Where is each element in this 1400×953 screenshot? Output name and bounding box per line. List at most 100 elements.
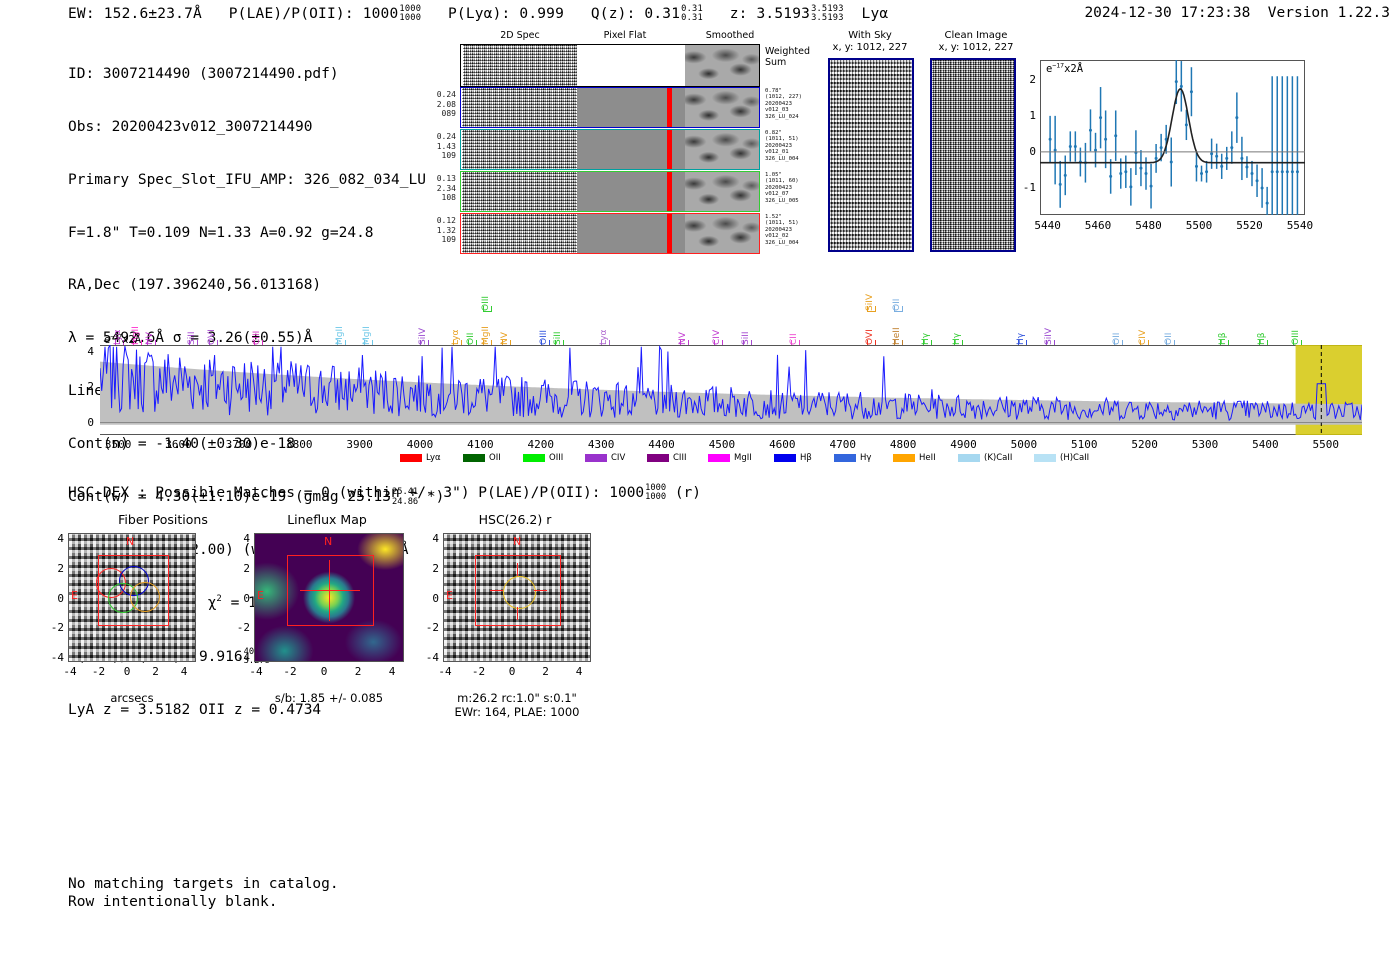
full-spectrum-plot: Lyα MgII NV SiII OVI CIII MgII MgII SiIV Lyα OII Mg… xyxy=(87,290,1365,465)
legend-item: CIV xyxy=(585,453,625,463)
panel-x-tick: -2 xyxy=(471,665,486,678)
fiber-row-0-left-labels: 0.24 2.08 089 xyxy=(436,90,456,118)
tick-label: 4300 xyxy=(587,438,615,451)
fiber-row-2-left-labels: 0.13 2.34 108 xyxy=(436,174,456,202)
tick-label: 4000 xyxy=(406,438,434,451)
legend-item: Lyα xyxy=(400,453,441,463)
tick-label: 2 xyxy=(87,380,94,394)
tick-label: 5460 xyxy=(1084,219,1112,232)
tick-label: 3600 xyxy=(165,438,192,451)
legend-swatch xyxy=(834,454,856,462)
fit-axes xyxy=(1040,60,1305,215)
panel-y-tick: 2 xyxy=(243,561,250,575)
panel-fiber-positions[interactable]: N E xyxy=(68,533,196,662)
tick-label: 5300 xyxy=(1191,438,1219,451)
panel-hsc-caption: m:26.2 rc:1.0" s:0.1" EWr: 164, PLAE: 10… xyxy=(454,691,580,719)
legend-swatch xyxy=(400,454,422,462)
row3-smoothed xyxy=(685,214,759,253)
row1-trace-marker xyxy=(667,130,672,169)
row2-trace-marker xyxy=(667,172,672,211)
panel-y-tick: -4 xyxy=(50,651,64,664)
panel-y-tick: 2 xyxy=(432,561,439,575)
legend-item: MgII xyxy=(708,453,752,463)
tick-label: 4 xyxy=(87,345,94,359)
legend-swatch xyxy=(463,454,485,462)
fiber-circle-orange[interactable] xyxy=(130,582,160,612)
panel-x-tick: 0 xyxy=(123,665,131,678)
panel-hsc-image[interactable]: N E xyxy=(443,533,591,662)
meta-id: ID: 3007214490 (3007214490.pdf) xyxy=(68,66,339,83)
tick-label: 4600 xyxy=(769,438,796,451)
version: Version 1.22.3 xyxy=(1267,5,1390,21)
tick-label: 5480 xyxy=(1135,219,1162,232)
panel-y-tick: 2 xyxy=(57,561,64,575)
panel-y-tick: -2 xyxy=(50,621,64,635)
tick-label: 3700 xyxy=(225,438,253,451)
meta-primary-spec: Primary Spec_Slot_IFU_AMP: 326_082_034_L… xyxy=(68,171,426,188)
panel-y-tick: 4 xyxy=(243,532,250,545)
ws-pixelflat-image xyxy=(577,45,685,86)
ws-2dspec-image xyxy=(463,45,577,86)
row1-smoothed xyxy=(685,130,759,169)
legend-swatch xyxy=(647,454,669,462)
legend-swatch xyxy=(1034,454,1056,462)
fiber-row-1-right-labels: 0.82" (1011, 51) 20200423 v012_01 326_LU_0… xyxy=(765,130,799,162)
hsc-crosshair-bottom xyxy=(517,607,519,620)
hsc-ifu-box xyxy=(475,555,561,626)
compass-east-label-3: E xyxy=(446,589,453,602)
hsc-crosshair-right xyxy=(534,590,547,592)
tick-label: 5440 xyxy=(1034,219,1061,232)
compass-north-label-2: N xyxy=(324,535,333,548)
meta-conditions: F=1.8" T=0.109 N=1.33 A=0.92 g=24.8 xyxy=(68,224,374,241)
spectrum-unit-label: e−17x2Å xyxy=(104,332,142,346)
legend-swatch xyxy=(958,454,980,462)
header-plae-label: P(LAE)/P(OII): 1000 xyxy=(228,6,399,23)
panel-x-tick: 2 xyxy=(152,665,159,678)
panel-x-tick: 0 xyxy=(508,665,516,678)
tick-label: 5500 xyxy=(1312,438,1340,451)
hscdex-frac: 1000 1000 xyxy=(645,483,667,503)
fiber-row-1[interactable] xyxy=(460,129,760,170)
legend-item: (K)CaII xyxy=(958,453,1012,463)
lineflux-crosshair-h xyxy=(300,590,360,592)
panel-x-tick: 2 xyxy=(542,665,549,678)
ws-smoothed-image xyxy=(685,45,759,86)
cutout-withsky-image xyxy=(828,58,914,252)
compass-north-label: N xyxy=(126,535,135,548)
tick-label: 4900 xyxy=(950,438,977,451)
hsc-aperture-circle[interactable] xyxy=(503,576,536,609)
header-z-frac: 3.5193 3.5193 xyxy=(811,4,844,24)
panel-y-tick: 0 xyxy=(57,591,64,605)
legend-label: Hβ xyxy=(800,453,812,463)
legend-label: CIV xyxy=(611,453,626,463)
row0-2dspec xyxy=(462,88,577,127)
legend-item: (H)CaII xyxy=(1034,453,1089,463)
tick-label: 3900 xyxy=(346,438,373,451)
row0-trace-marker xyxy=(667,88,672,127)
lineflux-ifu-box xyxy=(287,555,374,626)
meta-radec: RA,Dec (197.396240,56.013168) xyxy=(68,277,322,294)
fiber-row-2[interactable] xyxy=(460,171,760,212)
panel-x-tick: -4 xyxy=(249,665,263,678)
fiber-row-0-right-labels: 0.78" (1012, 227) 20200423 v012_03 326_LU_… xyxy=(765,88,803,120)
fiber-row-1-left-labels: 0.24 1.43 109 xyxy=(436,132,456,160)
meta-cont-w: Cont(w) = 4.30(±1.10)e-19 (gmag 25.13 25.… xyxy=(68,487,445,507)
panel-lineflux-map[interactable]: N E xyxy=(254,533,404,662)
legend-swatch xyxy=(708,454,730,462)
line-fit-plot: e−17x2Å 5440 5460 5480 5500 5520 5540 -1 0 1 2 xyxy=(1023,60,1350,255)
tick-label: 0 xyxy=(87,415,94,429)
panel-x-tick: -4 xyxy=(438,665,452,678)
legend-label: OII xyxy=(489,453,501,463)
tick-label: 5100 xyxy=(1070,438,1098,451)
fiber-row-0[interactable] xyxy=(460,87,760,128)
header-plae-frac: 1000 1000 xyxy=(399,4,422,24)
fiber-row-3[interactable] xyxy=(460,213,760,254)
panel-y-tick: 4 xyxy=(57,532,64,545)
row2-smoothed xyxy=(685,172,759,211)
tick-label: 5400 xyxy=(1252,438,1279,451)
tick-label: 0 xyxy=(1029,144,1036,158)
compass-north-label-3: N xyxy=(513,535,522,548)
row1-2dspec xyxy=(462,130,577,169)
col-header-pixel-flat: Pixel Flat xyxy=(603,30,647,41)
legend-label: Hγ xyxy=(860,453,872,463)
